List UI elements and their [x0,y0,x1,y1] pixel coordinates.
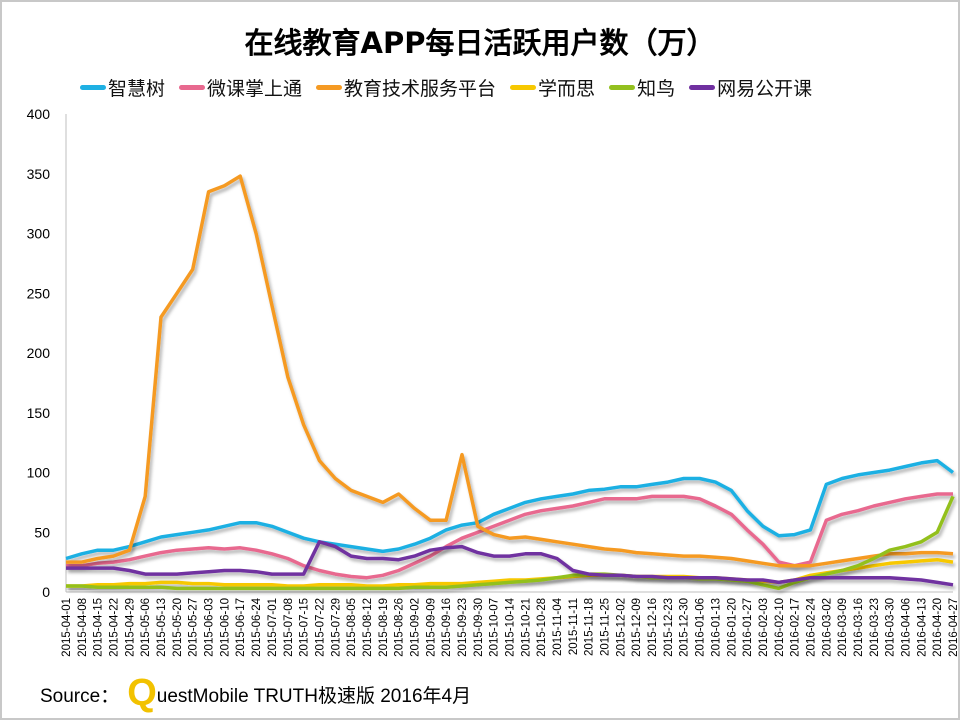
x-tick-label: 2015-08-12 [362,598,374,657]
x-tick-label: 2016-02-17 [790,598,802,657]
legend-item: 教育技术服务平台 [316,74,496,101]
y-tick-label: 400 [27,106,51,122]
legend-label: 知鸟 [637,78,676,100]
x-tick-label: 2016-01-06 [695,598,707,657]
x-tick-label: 2015-10-07 [489,598,501,657]
x-tick-label: 2015-09-16 [441,598,453,657]
x-tick-label: 2015-07-29 [330,598,342,657]
x-tick-label: 2016-02-10 [774,598,786,657]
x-tick-label: 2016-04-06 [900,598,912,657]
x-tick-label: 2015-04-15 [93,598,105,657]
x-tick-label: 2015-09-30 [473,598,485,657]
y-tick-label: 350 [27,166,51,182]
x-tick-label: 2016-04-27 [948,598,960,657]
x-tick-label: 2015-05-13 [156,598,168,657]
legend-swatch [179,85,206,90]
x-tick-label: 2016-03-09 [837,598,849,657]
x-tick-label: 2015-10-28 [536,598,548,657]
x-tick-label: 2015-05-20 [172,598,184,657]
legend-label: 学而思 [538,78,596,100]
x-tick-label: 2015-04-01 [61,598,73,657]
x-tick-label: 2015-07-22 [314,598,326,657]
legend-item: 微课掌上通 [179,74,302,101]
series-line-0 [65,458,955,561]
x-tick-label: 2015-05-06 [140,598,152,657]
x-tick-label: 2016-03-02 [821,598,833,657]
legend-label: 网易公开课 [717,78,813,100]
x-tick-label: 2015-07-15 [299,598,311,657]
x-tick-label: 2016-04-13 [916,598,928,657]
x-tick-label: 2015-08-19 [378,598,390,657]
legend-swatch [80,85,106,90]
legend-item: 网易公开课 [689,74,812,101]
legend-item: 学而思 [510,74,595,101]
x-tick-label: 2015-04-08 [77,598,89,657]
x-tick-label: 2015-08-05 [346,598,358,657]
x-tick-label: 2015-11-18 [584,598,596,656]
x-tick-label: 2015-12-16 [647,598,659,657]
legend-label: 智慧树 [108,78,166,100]
y-tick-label: 250 [27,285,51,301]
x-tick-label: 2015-12-30 [679,598,691,657]
x-tick-label: 2016-01-20 [726,598,738,657]
x-tick-label: 2015-04-29 [124,598,136,657]
source-note: Source： Q uestMobile TRUTH极速版 2016年4月 [40,672,472,714]
y-tick-label: 300 [27,226,51,242]
legend-label: 教育技术服务平台 [344,78,497,100]
y-tick-label: 50 [34,524,50,540]
x-tick-label: 2015-10-14 [505,597,517,656]
legend-swatch [316,85,343,90]
x-tick-label: 2016-02-24 [805,597,817,656]
legend-item: 智慧树 [80,74,165,101]
y-tick-label: 100 [27,465,51,481]
x-tick-label: 2015-05-27 [188,598,200,657]
legend-item: 知鸟 [609,74,675,101]
x-tick-label: 2016-03-23 [869,598,881,657]
x-tick-label: 2015-12-09 [631,598,643,657]
legend: 智慧树 微课掌上通 教育技术服务平台 学而思 知鸟 网易公开课 [80,74,812,101]
x-tick-label: 2015-06-10 [219,598,231,657]
series-line-2 [66,174,954,568]
source-text: uestMobile TRUTH极速版 2016年4月 [156,686,472,707]
x-tick-label: 2015-09-23 [457,598,469,657]
x-tick-label: 2015-06-03 [204,598,216,657]
x-tick-label: 2015-12-23 [663,598,675,657]
x-tick-label: 2015-11-11 [568,598,580,655]
series-line-5 [66,540,954,587]
chart-title: 在线教育APP每日活跃用户数（万） [244,26,716,60]
x-tick-label: 2015-12-02 [615,598,627,657]
x-tick-label: 2015-09-02 [409,598,421,657]
x-tick-label: 2015-07-01 [267,598,279,657]
x-tick-label: 2016-02-03 [758,598,770,657]
x-tick-label: 2015-11-25 [600,598,612,656]
x-tick-label: 2016-03-16 [853,598,865,657]
legend-swatch [510,85,537,90]
y-tick-label: 0 [42,584,50,600]
y-tick-label: 200 [27,345,51,361]
source-prefix: Source： [40,686,120,707]
x-tick-label: 2015-06-24 [251,597,263,656]
x-tick-label: 2015-11-04 [552,597,564,656]
x-tick-label: 2016-03-30 [885,598,897,657]
y-tick-label: 150 [27,405,51,421]
x-tick-label: 2016-01-13 [710,598,722,657]
x-tick-label: 2015-07-08 [283,598,295,657]
x-tick-label: 2015-09-09 [425,598,437,657]
x-tick-label: 2015-04-22 [109,598,121,657]
x-tick-label: 2015-06-17 [235,598,247,657]
x-tick-label: 2016-01-27 [742,598,754,657]
legend-swatch [609,85,636,90]
legend-swatch [689,85,716,90]
series-line-1 [66,492,953,580]
x-tick-label: 2015-08-26 [394,598,406,657]
questmobile-logo-q: Q [127,672,157,714]
x-tick-label: 2016-04-20 [932,598,944,657]
x-tick-label: 2015-10-21 [520,598,532,657]
legend-label: 微课掌上通 [207,78,303,100]
